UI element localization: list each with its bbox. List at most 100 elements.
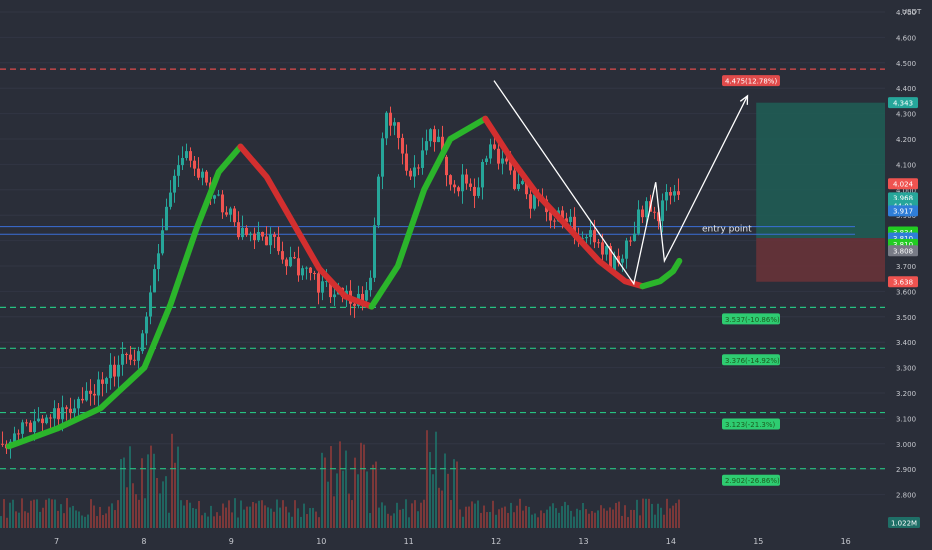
volume-bar [39,511,41,528]
candle-body [221,194,224,213]
candle-body [369,277,372,291]
candle-body [269,234,272,246]
candle-body [33,421,36,433]
candle-body [569,216,572,222]
volume-bar [447,473,449,528]
volume-bar [207,516,209,528]
price-tick-label: 3.400 [896,339,916,347]
time-tick-label: 10 [316,537,326,546]
volume-bar [222,503,224,528]
volume-bar [444,453,446,528]
candle-body [217,194,220,196]
volume-bar [531,514,533,528]
volume-bar [105,513,107,528]
candle-body [565,218,568,222]
candle-body [613,255,616,271]
volume-bar [672,505,674,528]
candle-body [509,161,512,171]
candle-body [89,390,92,394]
candle-body [305,267,308,269]
candle-body [77,398,80,409]
price-tick-label: 3.200 [896,390,916,398]
candle-body [165,206,168,231]
candle-body [81,398,84,401]
candle-body [597,242,600,244]
volume-bar [552,503,554,528]
volume-bar [231,512,233,528]
volume-bar [78,511,80,528]
candle-body [669,192,672,196]
volume-bar [654,514,656,528]
volume-bar [174,462,176,528]
volume-bar [63,513,65,528]
candle-body [593,230,596,243]
volume-bar [294,500,296,528]
volume-bar [51,499,53,528]
volume-bar [132,483,134,528]
candle-body [505,158,508,162]
volume-bar [33,499,35,528]
volume-bar [402,508,404,528]
candle-body [245,227,248,236]
candle-body [621,258,624,263]
candle-body [421,150,424,168]
volume-bar [489,511,491,528]
volume-bar [126,487,128,528]
volume-bar [123,457,125,528]
candle-body [85,390,88,401]
candle-body [617,255,620,263]
price-tag [888,276,918,288]
candle-body [429,129,432,142]
volume-bar [324,457,326,528]
candle-body [333,294,336,298]
volume-bar [297,508,299,528]
time-tick-label: 11 [404,537,414,546]
volume-bar [420,502,422,528]
candle-body [313,272,316,274]
time-axis[interactable]: 7 8 9 10 11 12 13 14 15 16 [54,537,851,546]
candle-body [561,210,564,219]
volume-bar [315,511,317,528]
volume-bar [30,500,32,528]
candle-body [393,122,396,126]
candle-body [409,170,412,177]
volume-bar [468,506,470,528]
volume-bar [60,504,62,528]
price-axis[interactable]: 4.700 4.600 4.500 4.400 4.300 4.200 4.100 4.000… [888,9,920,528]
volume-bar [603,508,605,528]
candle-body [417,167,420,169]
volume-bar [219,515,221,528]
volume-bar [450,500,452,528]
currency-label: USDT [902,8,922,16]
price-tag [888,178,918,190]
volume-bar [615,502,617,528]
candle-body [373,225,376,278]
candle-body [285,259,288,267]
volume-bar [555,508,557,528]
price-tag [888,245,918,257]
candle-body [573,216,576,238]
volume-bar [255,503,257,528]
volume-bar [36,499,38,528]
volume-bar [69,507,71,528]
candle-body [53,408,56,419]
volume-bar [558,512,560,528]
volume-bar [630,509,632,528]
candle-body [109,364,112,379]
volume-bar [312,507,314,528]
volume-bar [411,503,413,528]
long-position-tool[interactable] [756,102,885,282]
candle-body [325,281,328,283]
level-tag [722,418,780,430]
volume-bar [90,499,92,528]
volume-bar [204,512,206,528]
volume-bar [591,511,593,528]
candle-body [265,236,268,246]
volume-tag-label: 1.022M [891,520,917,528]
volume-bar [546,509,548,528]
volume-bar [612,509,614,528]
volume-bar [102,515,104,528]
volume-bar [483,505,485,528]
trend-drawing[interactable] [493,80,749,286]
volume-bar [87,514,89,528]
